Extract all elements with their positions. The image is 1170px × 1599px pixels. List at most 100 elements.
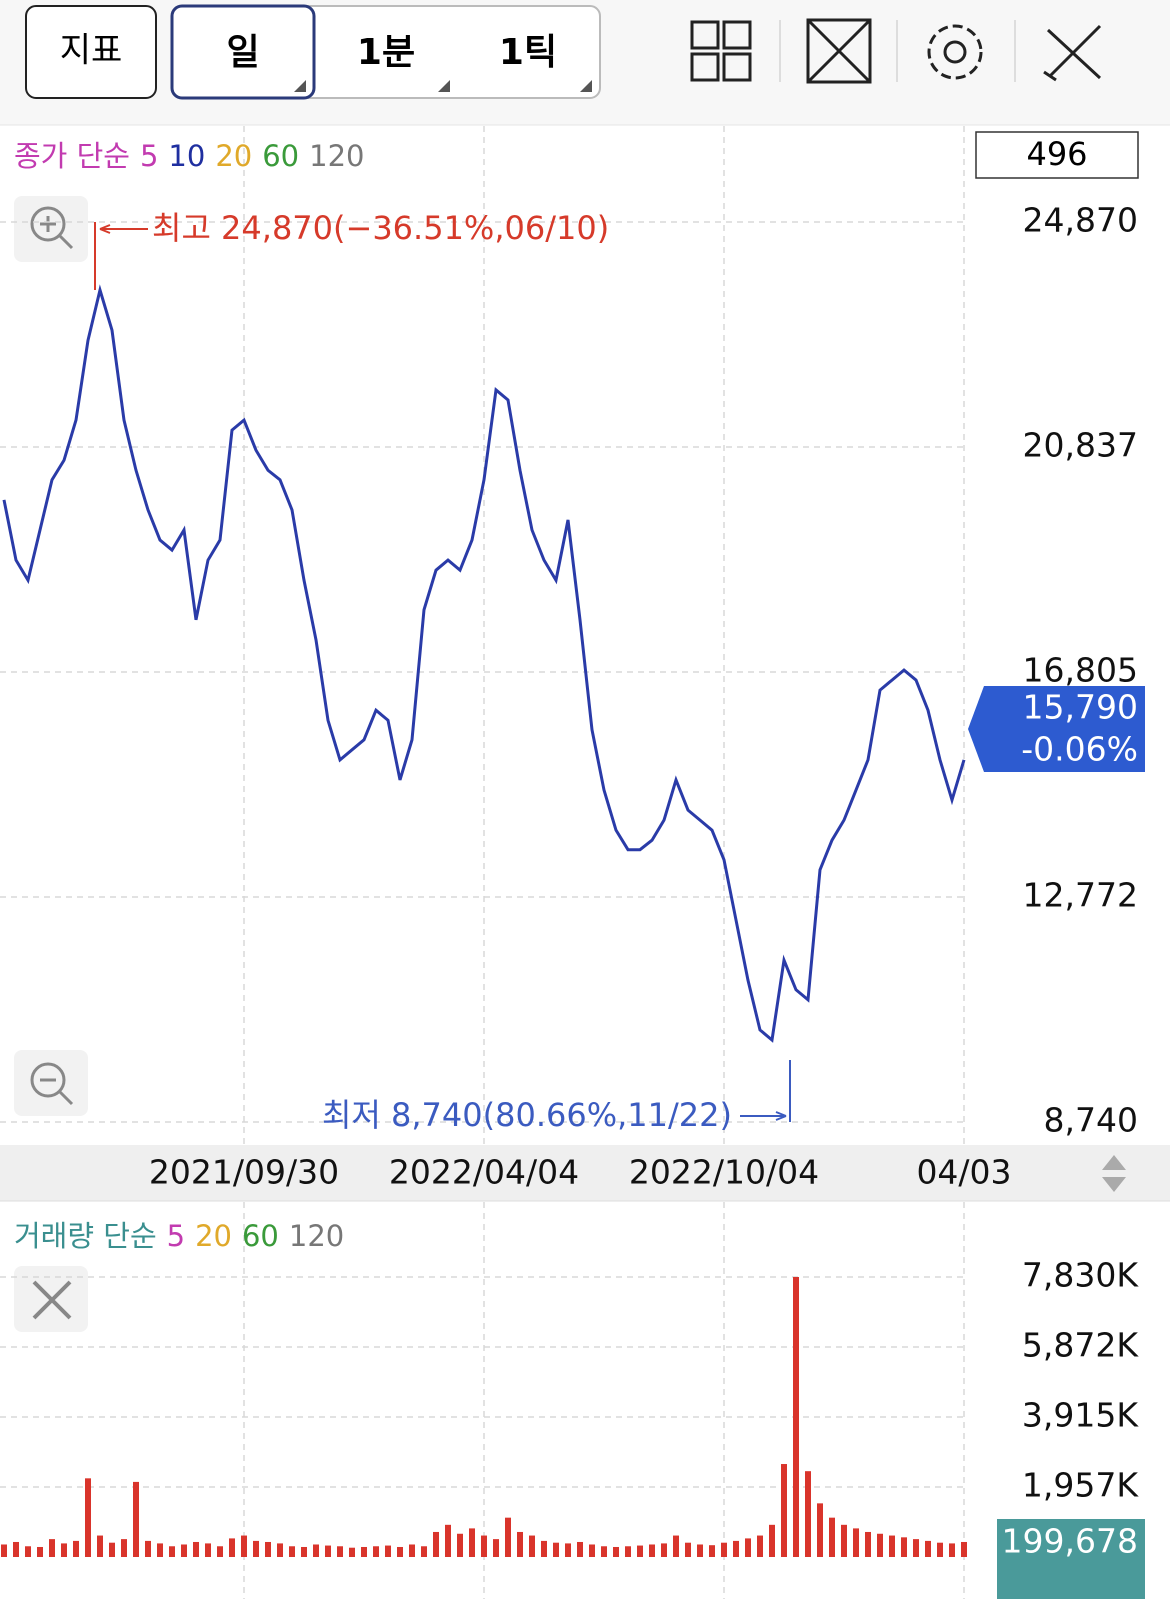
- indicator-label: 지표: [60, 31, 123, 71]
- period-label[interactable]: 1분: [357, 32, 415, 73]
- volume-bar: [277, 1543, 283, 1557]
- volume-box: [997, 1519, 1145, 1599]
- volume-bar: [517, 1531, 523, 1557]
- volume-bar: [505, 1517, 511, 1557]
- volume-bar: [337, 1546, 343, 1557]
- current-volume: 199,678: [1002, 1522, 1138, 1561]
- volume-bar: [181, 1544, 187, 1557]
- volume-bar: [901, 1537, 907, 1557]
- volume-bar: [253, 1540, 259, 1557]
- volume-bar: [589, 1544, 595, 1557]
- period-label: 일: [226, 32, 259, 73]
- volume-bar: [829, 1517, 835, 1557]
- zoom-in-button[interactable]: [14, 196, 88, 262]
- current-price: 15,790: [1023, 688, 1138, 727]
- volume-bar: [157, 1543, 163, 1557]
- volume-bar: [421, 1546, 427, 1557]
- volume-bar: [241, 1535, 247, 1557]
- volume-bar: [25, 1546, 31, 1557]
- volume-bar: [841, 1524, 847, 1557]
- period-button[interactable]: [170, 4, 316, 100]
- y-tick-label: 16,805: [1023, 651, 1138, 690]
- volume-bar: [133, 1481, 139, 1557]
- legend-item: 60: [262, 139, 299, 173]
- layout-icon[interactable]: [690, 20, 752, 82]
- y-tick-label: 1,957K: [1022, 1466, 1139, 1505]
- volume-bar: [1, 1544, 7, 1557]
- volume-bar: [961, 1541, 967, 1557]
- volume-bar: [625, 1546, 631, 1557]
- volume-bar: [769, 1524, 775, 1557]
- x-tick-label: 04/03: [916, 1153, 1011, 1192]
- volume-bar: [481, 1535, 487, 1557]
- volume-bar: [37, 1546, 43, 1557]
- legend-item: 20: [195, 1219, 232, 1253]
- volume-bar: [73, 1540, 79, 1557]
- volume-bar: [469, 1528, 475, 1557]
- fullscreen-icon[interactable]: [806, 18, 872, 84]
- volume-bar: [853, 1528, 859, 1557]
- volume-bar: [601, 1546, 607, 1557]
- volume-bar: [121, 1539, 127, 1557]
- volume-bar: [169, 1546, 175, 1557]
- volume-bar: [13, 1541, 19, 1557]
- volume-bar: [97, 1535, 103, 1557]
- tools-icon[interactable]: [1043, 24, 1102, 82]
- price-box: [968, 686, 1145, 772]
- volume-bar: [733, 1540, 739, 1557]
- x-tick-label: 2022/10/04: [629, 1153, 819, 1192]
- legend-item: 5: [140, 139, 158, 173]
- period-label[interactable]: 1틱: [499, 32, 557, 73]
- volume-bar: [349, 1547, 355, 1557]
- volume-bar: [205, 1543, 211, 1557]
- indicator-button[interactable]: [25, 5, 157, 99]
- x-tick-label: 2021/09/30: [149, 1153, 339, 1192]
- volume-bar: [577, 1541, 583, 1557]
- volume-bar: [397, 1546, 403, 1557]
- volume-bar: [865, 1531, 871, 1557]
- volume-bar: [193, 1541, 199, 1557]
- volume-bar: [757, 1535, 763, 1557]
- volume-bar: [685, 1542, 691, 1557]
- zoom-out-icon: [30, 1062, 74, 1106]
- dropdown-marks: [294, 80, 592, 92]
- volume-bar: [721, 1542, 727, 1557]
- volume-bar: [661, 1543, 667, 1557]
- legend-title: 종가 단순: [14, 139, 130, 173]
- volume-bar: [805, 1471, 811, 1557]
- close-icon: [32, 1280, 72, 1320]
- volume-bar: [949, 1543, 955, 1557]
- legend-item: 60: [242, 1219, 279, 1253]
- volume-bar: [793, 1277, 799, 1557]
- volume-bar: [745, 1538, 751, 1557]
- volume-bar: [637, 1545, 643, 1557]
- zoom-in-icon: [30, 206, 74, 250]
- volume-bar: [913, 1539, 919, 1557]
- volume-bar: [541, 1540, 547, 1557]
- volume-bar: [109, 1542, 115, 1557]
- count-label: 496: [1026, 135, 1087, 173]
- volume-bar: [61, 1543, 67, 1557]
- volume-bar: [877, 1533, 883, 1557]
- volume-bar: [265, 1541, 271, 1557]
- volume-bar: [445, 1524, 451, 1557]
- volume-bar: [313, 1544, 319, 1557]
- legend-item: 120: [289, 1219, 344, 1253]
- settings-icon[interactable]: [927, 24, 983, 80]
- low-arrow: [740, 1060, 791, 1122]
- volume-bar: [649, 1544, 655, 1557]
- count-box: [975, 131, 1139, 179]
- zoom-out-button[interactable]: [14, 1050, 88, 1116]
- legend-item: 5: [167, 1219, 185, 1253]
- volume-bar: [385, 1545, 391, 1557]
- y-tick-label: 3,915K: [1022, 1396, 1139, 1435]
- volume-bar: [229, 1538, 235, 1557]
- toolbar-dividers: [779, 20, 1016, 82]
- y-tick-label: 20,837: [1023, 426, 1138, 465]
- scroll-arrows[interactable]: [1102, 1155, 1126, 1192]
- volume-bar: [709, 1545, 715, 1557]
- volume-bar: [613, 1546, 619, 1557]
- y-tick-label: 7,830K: [1022, 1256, 1139, 1295]
- x-tick-label: 2022/04/04: [389, 1153, 579, 1192]
